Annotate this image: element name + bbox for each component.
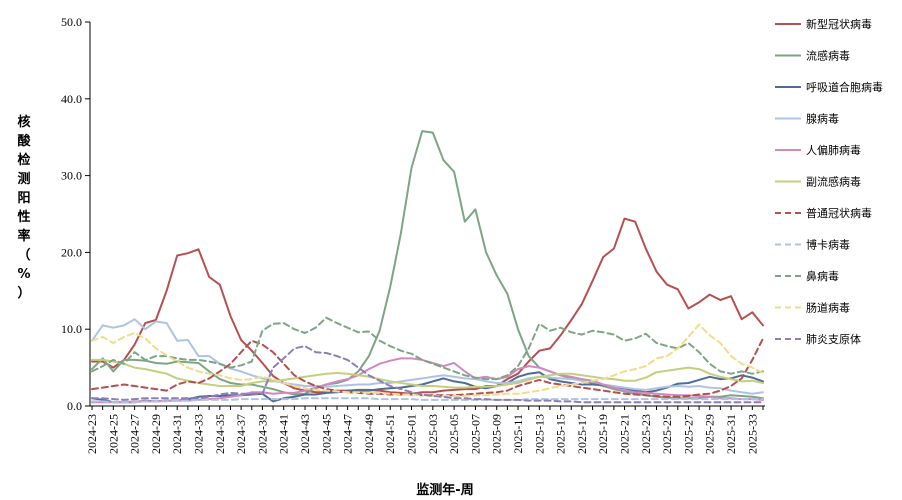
legend-label: 鼻病毒 <box>806 269 839 283</box>
y-tick-label: 40.0 <box>61 92 82 106</box>
x-tick-label: 2024-43 <box>298 414 312 454</box>
x-tick-label: 2024-37 <box>234 414 248 454</box>
legend-label: 副流感病毒 <box>806 175 861 189</box>
legend-label: 博卡病毒 <box>806 238 850 252</box>
y-axis-ticks: 0.0 10.0 20.0 30.0 40.0 50.0 <box>61 15 90 413</box>
x-tick-label: 2025-07 <box>468 414 482 454</box>
legend-label: 肺炎支原体 <box>806 332 861 346</box>
legend-label: 腺病毒 <box>806 112 839 126</box>
x-tick-label: 2025-27 <box>681 414 695 454</box>
x-tick-label: 2024-49 <box>362 414 376 454</box>
x-tick-label: 2024-45 <box>319 414 333 454</box>
x-tick-label: 2025-15 <box>554 414 568 454</box>
legend-label: 普通冠状病毒 <box>806 206 872 220</box>
legend: 新型冠状病毒流感病毒呼吸道合胞病毒腺病毒人偏肺病毒副流感病毒普通冠状病毒博卡病毒… <box>775 17 883 346</box>
series-line-9 <box>91 316 764 381</box>
x-tick-label: 2024-39 <box>255 414 269 454</box>
x-tick-label: 2024-23 <box>85 414 99 454</box>
x-tick-label: 2025-17 <box>575 414 589 454</box>
series-line-6 <box>91 358 764 389</box>
x-tick-label: 2024-33 <box>192 414 206 454</box>
x-axis-title: 监测年-周 <box>416 482 473 498</box>
x-tick-label: 2025-01 <box>405 414 419 454</box>
x-tick-label: 2025-33 <box>745 414 759 454</box>
x-tick-label: 2025-11 <box>511 414 525 454</box>
x-axis-ticks: 2024-23 2024-25 2024-27 2024-29 2024-31 2024-… <box>85 406 764 454</box>
x-tick-label: 2025-05 <box>447 414 461 454</box>
y-axis-title: 核酸检测阳性率（%） <box>17 114 31 301</box>
series-line-4 <box>91 318 764 395</box>
legend-label: 肠道病毒 <box>806 301 850 315</box>
x-tick-label: 2025-03 <box>426 414 440 454</box>
x-tick-label: 2025-19 <box>596 414 610 454</box>
y-tick-label: 50.0 <box>61 15 82 29</box>
series-lines <box>91 130 764 404</box>
x-tick-label: 2024-29 <box>149 414 163 454</box>
y-tick-label: 0.0 <box>67 399 82 413</box>
series-line-3 <box>91 371 764 404</box>
x-tick-label: 2025-09 <box>490 414 504 454</box>
y-tick-label: 10.0 <box>61 322 82 336</box>
y-tick-label: 20.0 <box>61 245 82 259</box>
series-line-1 <box>91 217 764 395</box>
legend-label: 流感病毒 <box>806 49 850 63</box>
legend-label: 呼吸道合胞病毒 <box>806 80 883 94</box>
x-tick-label: 2024-51 <box>383 414 397 454</box>
series-line-8 <box>91 397 764 404</box>
x-tick-label: 2024-31 <box>170 414 184 454</box>
x-tick-label: 2024-47 <box>341 414 355 454</box>
x-tick-label: 2024-27 <box>128 414 142 454</box>
legend-label: 新型冠状病毒 <box>806 17 872 31</box>
series-line-2 <box>91 130 764 400</box>
x-tick-label: 2025-29 <box>703 414 717 454</box>
x-tick-label: 2025-31 <box>724 414 738 454</box>
x-tick-label: 2025-13 <box>532 414 546 454</box>
legend-label: 人偏肺病毒 <box>806 143 861 157</box>
x-tick-label: 2025-25 <box>660 414 674 454</box>
x-tick-label: 2024-25 <box>106 414 120 454</box>
x-tick-label: 2025-21 <box>618 414 632 454</box>
series-line-11 <box>91 345 764 404</box>
x-tick-label: 2024-41 <box>277 414 291 454</box>
x-tick-label: 2024-35 <box>213 414 227 454</box>
y-tick-label: 30.0 <box>61 169 82 183</box>
x-tick-label: 2025-23 <box>639 414 653 454</box>
